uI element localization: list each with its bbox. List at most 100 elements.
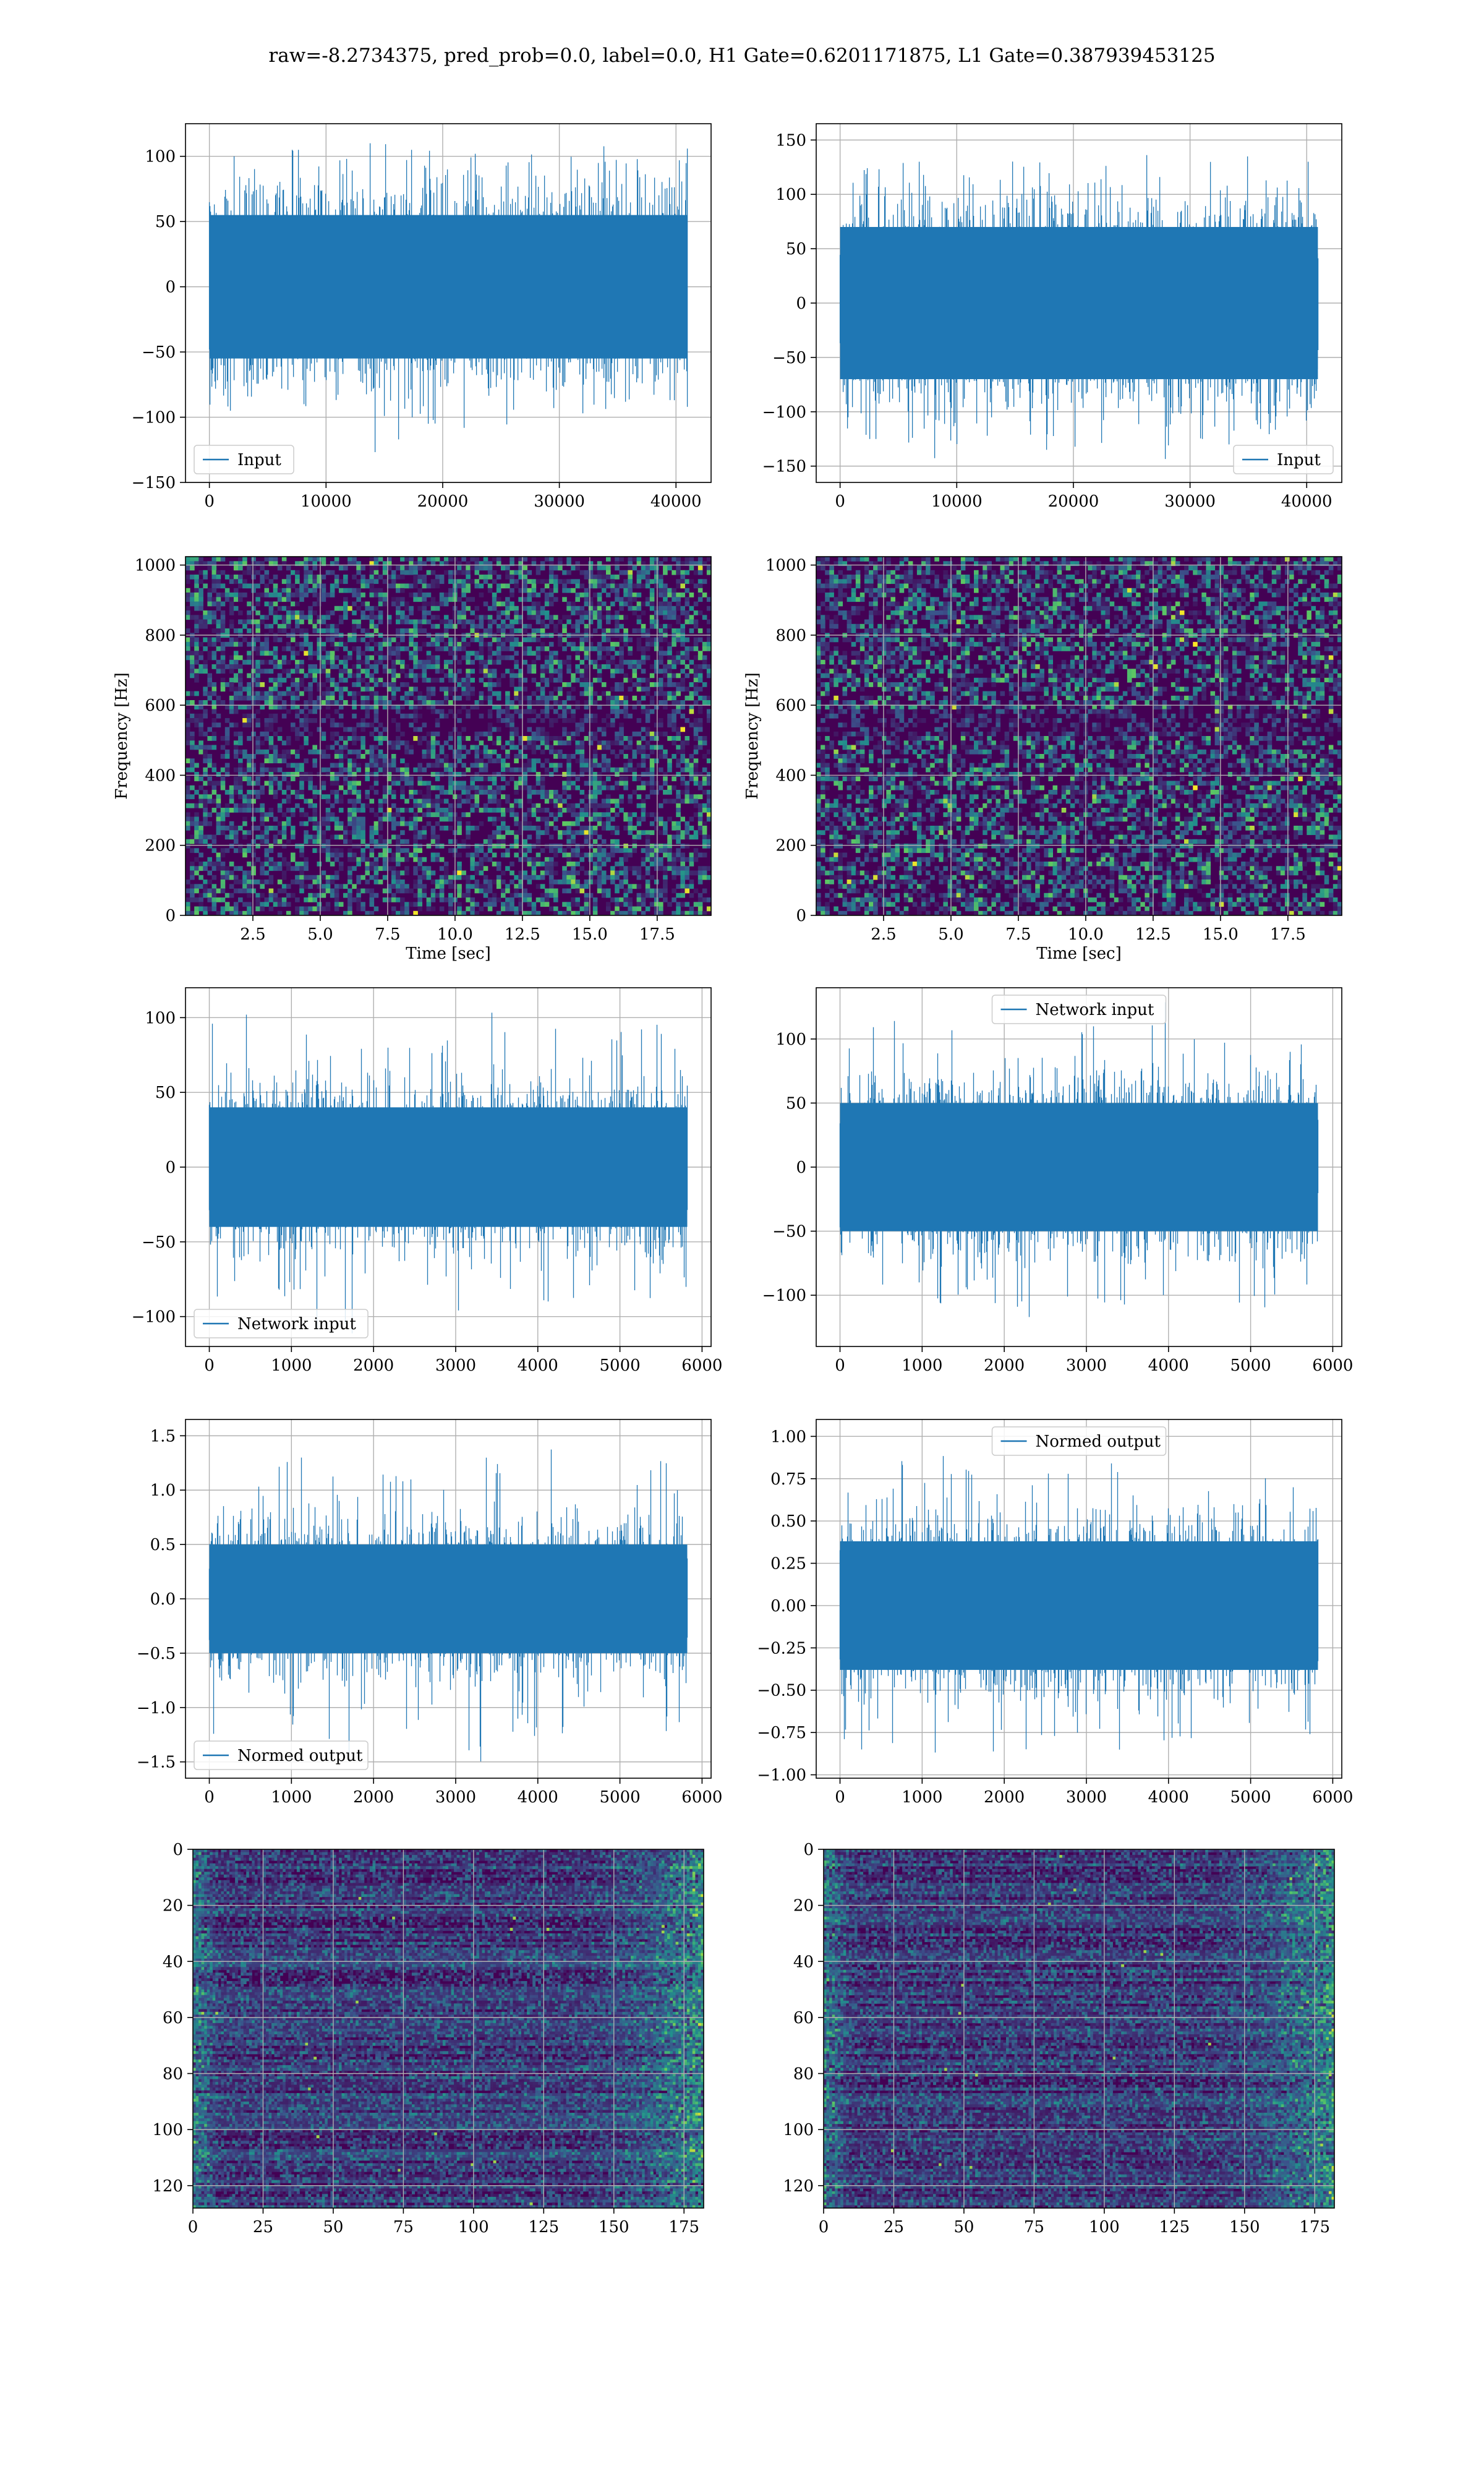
- chart-netin-h1: 0 1000 2000 3000 4000 5000 6000 −100 −50 0 50 100 Ne…: [132, 987, 722, 1375]
- y-tick-label: 1.0: [150, 1481, 176, 1500]
- y-tick-label: 100: [783, 2121, 814, 2139]
- y-tick-label: 0: [803, 1841, 814, 1859]
- y-tick-label: −1.00: [757, 1766, 806, 1785]
- axes-frame: [185, 556, 712, 916]
- y-tick-label: 60: [793, 2009, 814, 2027]
- x-tick-label: 25: [884, 2218, 904, 2236]
- legend: Input: [194, 445, 294, 474]
- x-tick-label: 0: [835, 1788, 845, 1807]
- x-tick-label: 5000: [1230, 1788, 1271, 1807]
- y-tick-label: −100: [762, 403, 806, 422]
- y-tick-label: 0: [796, 1158, 806, 1177]
- y-tick-label: 0.0: [150, 1590, 176, 1609]
- y-tick-label: 40: [793, 1953, 814, 1971]
- chart-netin-l1: 0 1000 2000 3000 4000 5000 6000 −100 −50 0 50 100 Ne…: [762, 987, 1353, 1375]
- series-core: [840, 226, 1318, 380]
- legend: Normed output: [194, 1740, 369, 1770]
- x-tick-label: 4000: [1148, 1788, 1189, 1807]
- x-tick-label: 0: [204, 1788, 215, 1807]
- x-tick-label: 0: [835, 492, 845, 511]
- x-tick-label: 6000: [681, 1356, 722, 1375]
- x-tick-label: 20000: [417, 492, 469, 511]
- x-tick-label: 6000: [1312, 1356, 1353, 1375]
- y-tick-label: 0: [173, 1841, 183, 1859]
- legend-box: [194, 445, 294, 474]
- x-tick-label: 1000: [271, 1356, 312, 1375]
- chart-feat-h1: 0 25 50 75 100 125 150 175 0 20 40 60 80 100 120: [152, 1841, 704, 2236]
- y-tick-label: −50: [142, 343, 176, 362]
- chart-normed-h1: 0 1000 2000 3000 4000 5000 6000 −1.5 −1.0 −0.5 0.0…: [137, 1419, 722, 1807]
- x-tick-label: 0: [835, 1356, 845, 1375]
- y-tick-label: 0.00: [770, 1597, 806, 1616]
- x-tick-label: 12.5: [1135, 925, 1171, 944]
- y-tick-label: 0: [796, 294, 806, 313]
- x-tick-label: 10000: [931, 492, 983, 511]
- y-tick-label: 0: [165, 907, 176, 925]
- legend: Network input: [991, 995, 1167, 1024]
- y-tick-label: −0.25: [757, 1639, 806, 1658]
- chart-normed-l1: 0 1000 2000 3000 4000 5000 6000 −1.00 −0.75 −0.50…: [757, 1419, 1353, 1807]
- y-tick-label: 200: [775, 837, 806, 855]
- series-core: [209, 1544, 688, 1653]
- x-tick-label: 40000: [1281, 492, 1333, 511]
- y-axis-label: Frequency [Hz]: [113, 672, 131, 800]
- axes-frame: [816, 556, 1342, 916]
- x-tick-label: 17.5: [1270, 925, 1306, 944]
- legend-box: [991, 1426, 1167, 1456]
- x-tick-label: 15.0: [1203, 925, 1239, 944]
- x-tick-label: 5.0: [938, 925, 963, 944]
- y-tick-label: −50: [772, 1223, 806, 1241]
- axes-frame: [823, 1849, 1335, 2209]
- x-tick-label: 30000: [534, 492, 585, 511]
- x-tick-label: 6000: [681, 1788, 722, 1807]
- legend-box: [1233, 445, 1334, 474]
- legend-box: [194, 1309, 369, 1338]
- chart-spec-l1: 2.5 5.0 7.5 10.0 12.5 15.0 17.5 0 200 400 600 800 10…: [743, 556, 1342, 963]
- figure-title: raw=-8.2734375, pred_prob=0.0, label=0.0…: [0, 45, 1484, 67]
- y-tick-label: 120: [152, 2177, 183, 2196]
- y-tick-label: −150: [762, 458, 806, 476]
- x-tick-label: 75: [1024, 2218, 1044, 2236]
- series-core: [840, 1103, 1318, 1231]
- x-tick-label: 17.5: [639, 925, 675, 944]
- x-tick-label: 50: [953, 2218, 974, 2236]
- series-line: [839, 1456, 1319, 1753]
- x-tick-label: 4000: [518, 1356, 558, 1375]
- x-tick-label: 75: [393, 2218, 414, 2236]
- x-tick-label: 0: [204, 1356, 215, 1375]
- heatmap-image: [824, 1849, 1334, 2208]
- y-tick-label: 800: [775, 627, 806, 645]
- legend-label: Normed output: [1036, 1432, 1161, 1451]
- chart-input-h1: 0 10000 20000 30000 40000 −150 −100 −50 0 50 100 In…: [132, 123, 712, 511]
- y-tick-label: −0.75: [757, 1724, 806, 1742]
- legend-label: Network input: [237, 1315, 356, 1333]
- x-tick-label: 10.0: [437, 925, 473, 944]
- legend: Input: [1233, 445, 1334, 474]
- x-tick-label: 100: [458, 2218, 489, 2236]
- y-tick-label: 100: [775, 1030, 806, 1049]
- x-tick-label: 10000: [301, 492, 352, 511]
- y-tick-label: 0.25: [770, 1555, 806, 1573]
- y-tick-label: 40: [163, 1953, 183, 1971]
- series-core: [209, 1107, 688, 1227]
- heatmap-image: [193, 1849, 704, 2208]
- legend-box: [194, 1740, 369, 1770]
- y-tick-label: 1000: [135, 557, 176, 575]
- series-line: [208, 1012, 688, 1333]
- heatmap-image: [186, 557, 711, 915]
- chart-spec-h1: 2.5 5.0 7.5 10.0 12.5 15.0 17.5 0 200 400 600 800 10…: [113, 556, 712, 963]
- series-core: [209, 215, 688, 359]
- x-tick-label: 175: [1299, 2218, 1330, 2236]
- y-tick-label: 1000: [765, 557, 806, 575]
- y-tick-label: −0.5: [137, 1645, 176, 1663]
- x-tick-label: 5000: [1230, 1356, 1271, 1375]
- x-tick-label: 4000: [1148, 1356, 1189, 1375]
- heatmap-image: [816, 557, 1342, 915]
- y-tick-label: 50: [786, 240, 806, 259]
- legend: Normed output: [991, 1426, 1167, 1456]
- y-tick-label: 200: [145, 837, 176, 855]
- x-tick-label: 100: [1089, 2218, 1120, 2236]
- chart-input-l1: 0 10000 20000 30000 40000 −150 −100 −50 0 50 100 15…: [762, 123, 1342, 511]
- y-tick-label: −0.50: [757, 1682, 806, 1700]
- y-tick-label: −100: [762, 1286, 806, 1305]
